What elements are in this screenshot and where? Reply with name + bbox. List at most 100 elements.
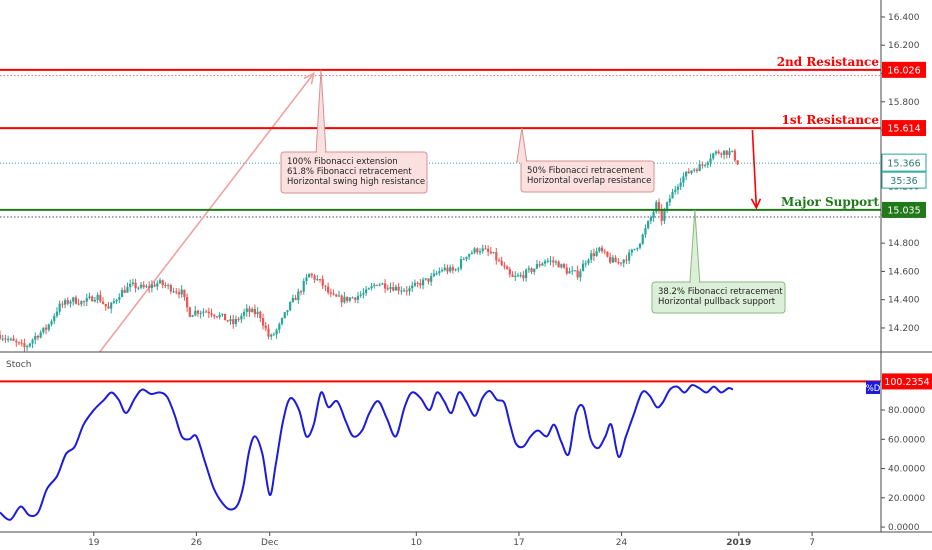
- level-name-1: 2nd Resistance: [777, 55, 880, 69]
- candle-body-4: [9, 338, 12, 340]
- candle-body-140: [378, 284, 381, 286]
- candle-body-55: [148, 286, 151, 288]
- candle-body-231: [625, 259, 628, 261]
- candle-body-106: [286, 310, 289, 313]
- candle-body-261: [706, 162, 709, 165]
- candle-body-114: [308, 273, 311, 278]
- candle-body-238: [644, 228, 647, 235]
- series-tag: [866, 381, 880, 394]
- candle-body-222: [600, 247, 604, 252]
- candle-body-198: [535, 264, 539, 269]
- callout-box-3: [651, 281, 786, 314]
- candle-body-31: [82, 301, 86, 303]
- candle-body-110: [297, 291, 300, 301]
- candle-body-206: [557, 261, 560, 268]
- candle-body-179: [484, 248, 487, 250]
- candle-body-6: [15, 340, 18, 343]
- level-lines: [0, 68, 881, 211]
- candle-body-49: [131, 282, 134, 284]
- indicator-panel[interactable]: Stoch: [0, 360, 881, 521]
- candle-body-70: [188, 307, 191, 317]
- callout-text-2-2: Horizontal overlap resistance: [527, 176, 651, 186]
- callout-text-1-2: 61.8% Fibonacci retracement: [287, 167, 412, 177]
- candle-body-162: [438, 271, 441, 274]
- candle-body-258: [698, 164, 701, 171]
- candle-body-197: [533, 268, 536, 272]
- candle-body-89: [240, 315, 243, 320]
- candle-body-74: [199, 312, 202, 314]
- candle-body-16: [42, 327, 45, 333]
- candle-body-50: [134, 282, 137, 289]
- candle-body-267: [722, 150, 726, 155]
- candle-body-105: [283, 312, 286, 319]
- candle-body-147: [397, 286, 400, 291]
- candle-body-76: [205, 311, 208, 313]
- level-tag-text-1: 16.026: [887, 65, 920, 76]
- candle-body-218: [590, 253, 593, 260]
- candle-body-37: [99, 294, 102, 302]
- level-labels: 2nd Resistance 16.026 1st Resistance 15.614…: [777, 55, 927, 218]
- candle-body-200: [541, 263, 544, 266]
- callout-box-1: [280, 151, 428, 194]
- candle-body-239: [647, 221, 650, 229]
- candle-body-216: [584, 263, 587, 265]
- candle-body-73: [196, 310, 200, 314]
- level-name-2: 1st Resistance: [782, 113, 880, 127]
- candle-body-91: [245, 308, 248, 312]
- candle-body-254: [687, 171, 690, 174]
- candle-body-96: [259, 311, 262, 319]
- candle-body-97: [261, 318, 265, 326]
- candle-body-170: [459, 259, 463, 269]
- indicator-axis[interactable]: 0.0000 20.0000 40.0000 60.0000 80.0000: [881, 406, 925, 533]
- candle-body-227: [614, 257, 617, 263]
- candle-body-210: [568, 271, 571, 274]
- candle-body-171: [462, 259, 465, 261]
- candle-body-139: [375, 284, 379, 286]
- candle-body-257: [695, 169, 699, 171]
- candle-body-124: [335, 294, 338, 297]
- candle-body-75: [202, 311, 205, 313]
- candle-body-178: [481, 248, 484, 252]
- reference-tag-text: 100.2354: [884, 377, 929, 388]
- candle-body-47: [126, 286, 129, 293]
- candle-body-143: [386, 288, 389, 290]
- candle-body-242: [655, 202, 658, 212]
- candle-body-247: [668, 198, 671, 203]
- time-axis[interactable]: 19 26 Dec 10 17 24 2019 7: [88, 532, 815, 548]
- candle-body-141: [381, 283, 384, 285]
- candle-body-69: [186, 297, 189, 308]
- candle-body-150: [405, 290, 408, 292]
- candle-body-66: [177, 292, 181, 295]
- candle-body-104: [280, 318, 284, 325]
- candle-body-0: [0, 335, 2, 339]
- candle-body-118: [318, 279, 322, 281]
- candle-body-78: [210, 313, 213, 315]
- candle-body-204: [552, 260, 555, 263]
- candle-body-54: [145, 286, 148, 288]
- candle-body-87: [234, 318, 238, 325]
- candle-body-212: [573, 270, 577, 272]
- candle-body-122: [329, 292, 332, 294]
- candle-body-236: [638, 243, 642, 248]
- candle-body-20: [53, 315, 56, 322]
- candle-body-230: [622, 259, 625, 264]
- candle-body-250: [676, 186, 680, 190]
- candle-body-86: [232, 319, 235, 325]
- candle-body-100: [270, 334, 273, 337]
- candle-body-113: [305, 277, 308, 282]
- drop-arrow-line: [751, 130, 758, 208]
- candle-body-134: [362, 292, 365, 295]
- candle-body-223: [603, 251, 606, 253]
- candle-body-260: [703, 164, 707, 166]
- candle-body-36: [96, 294, 99, 300]
- candle-body-144: [389, 287, 392, 289]
- candle-body-241: [652, 211, 655, 218]
- ind-tick-label-1: 0.0000: [888, 523, 920, 533]
- ind-tick-label-5: 80.0000: [888, 406, 925, 416]
- candle-body-133: [359, 294, 362, 296]
- candle-body-7: [17, 342, 21, 344]
- candle-body-221: [598, 247, 601, 252]
- candle-body-61: [164, 284, 167, 286]
